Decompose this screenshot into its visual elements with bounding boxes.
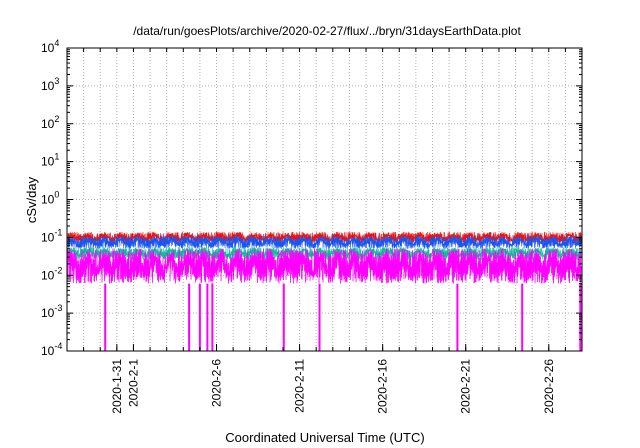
series-layer bbox=[67, 231, 582, 284]
x-tick-label: 2020-2-26 bbox=[542, 359, 556, 414]
y-tick-label: 101 bbox=[41, 152, 59, 169]
x-tick-label: 2020-2-6 bbox=[210, 359, 224, 407]
grid bbox=[67, 48, 582, 351]
x-tick-label: 2020-1-31 bbox=[110, 359, 124, 414]
y-tick-label: 10-3 bbox=[41, 303, 62, 320]
series-2-line bbox=[67, 235, 582, 249]
x-axis-label: Coordinated Universal Time (UTC) bbox=[225, 430, 424, 445]
y-tick-exponent: -4 bbox=[54, 341, 62, 351]
y-axis-label: cSv/day bbox=[24, 176, 39, 223]
y-tick-base: 10 bbox=[41, 41, 55, 55]
dropout-layer bbox=[104, 283, 582, 351]
y-tick-label: 10-1 bbox=[41, 227, 62, 244]
y-tick-base: 10 bbox=[41, 306, 55, 320]
x-tick-label: 2020-2-1 bbox=[126, 359, 140, 407]
series-4-line bbox=[67, 248, 582, 284]
series-1-line bbox=[67, 231, 582, 244]
y-tick-exponent: 3 bbox=[54, 76, 59, 86]
x-tick-label: 2020-2-16 bbox=[376, 359, 390, 414]
y-tick-label: 100 bbox=[41, 190, 59, 207]
y-tick-base: 10 bbox=[41, 230, 55, 244]
y-tick-exponent: -3 bbox=[54, 303, 62, 313]
y-tick-label: 10-4 bbox=[41, 341, 62, 358]
y-tick-base: 10 bbox=[41, 193, 55, 207]
y-tick-label: 10-2 bbox=[41, 265, 62, 282]
y-tick-exponent: 0 bbox=[54, 190, 59, 200]
plot-frame bbox=[66, 47, 583, 352]
x-tick-label: 2020-2-11 bbox=[293, 359, 307, 413]
y-tick-base: 10 bbox=[41, 79, 55, 93]
y-tick-exponent: -1 bbox=[54, 227, 62, 237]
chart-title: /data/run/goesPlots/archive/2020-02-27/f… bbox=[133, 24, 521, 38]
y-tick-base: 10 bbox=[41, 344, 55, 358]
y-tick-exponent: 2 bbox=[54, 114, 59, 124]
x-tick-label: 2020-2-21 bbox=[459, 359, 473, 414]
y-tick-base: 10 bbox=[41, 155, 55, 169]
y-tick-label: 104 bbox=[41, 38, 59, 55]
y-tick-exponent: -2 bbox=[54, 265, 62, 275]
y-tick-exponent: 1 bbox=[54, 152, 59, 162]
y-tick-base: 10 bbox=[41, 268, 55, 282]
y-tick-exponent: 4 bbox=[54, 38, 59, 48]
y-tick-label: 103 bbox=[41, 76, 59, 93]
y-tick-base: 10 bbox=[41, 117, 55, 131]
y-tick-label: 102 bbox=[41, 114, 59, 131]
x-axis: 2020-1-31 2020-2-1 2020-2-6 2020-2-11 2020-2… bbox=[83, 48, 566, 414]
